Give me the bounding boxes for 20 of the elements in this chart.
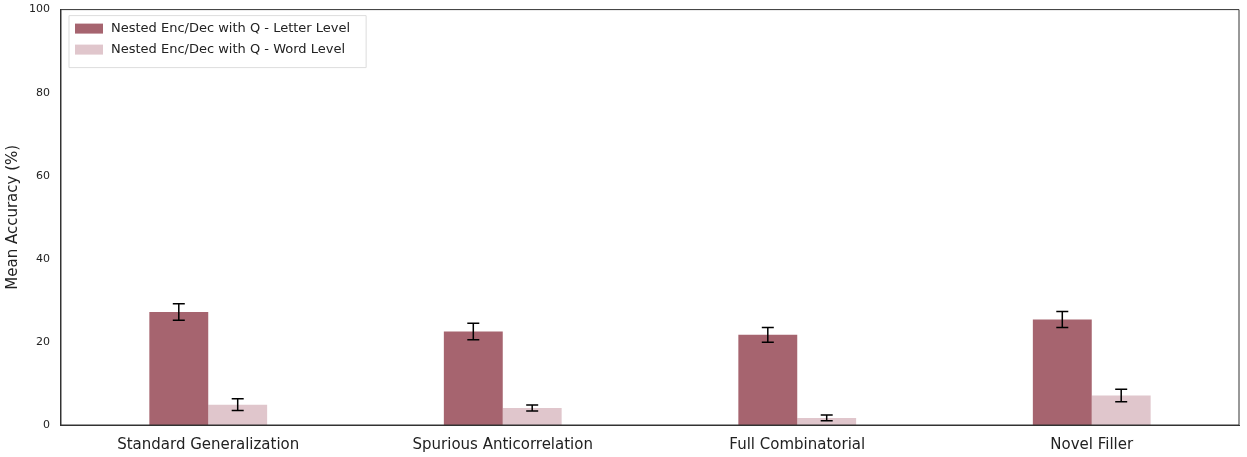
- x-tick-label: Standard Generalization: [117, 434, 300, 453]
- bar: [208, 404, 268, 425]
- y-tick-label: 0: [43, 417, 50, 431]
- x-tick-label: Novel Filler: [1050, 434, 1135, 453]
- bar: [502, 407, 562, 425]
- x-tick-label: Full Combinatorial: [729, 434, 866, 453]
- bar: [443, 331, 503, 425]
- legend-label: Nested Enc/Dec with Q - Word Level: [111, 40, 346, 56]
- legend-label: Nested Enc/Dec with Q - Letter Level: [111, 19, 351, 35]
- y-tick-label: 80: [36, 85, 50, 99]
- bar: [1091, 395, 1151, 425]
- bar: [738, 334, 798, 425]
- y-tick-label: 60: [36, 168, 50, 182]
- y-tick-label: 40: [36, 251, 50, 265]
- bar: [1032, 319, 1092, 425]
- bar: [149, 312, 209, 425]
- x-tick-label: Spurious Anticorrelation: [412, 434, 593, 453]
- y-axis-title: Mean Accuracy (%): [2, 144, 21, 290]
- y-tick-label: 100: [29, 2, 50, 16]
- y-tick-label: 20: [36, 334, 50, 348]
